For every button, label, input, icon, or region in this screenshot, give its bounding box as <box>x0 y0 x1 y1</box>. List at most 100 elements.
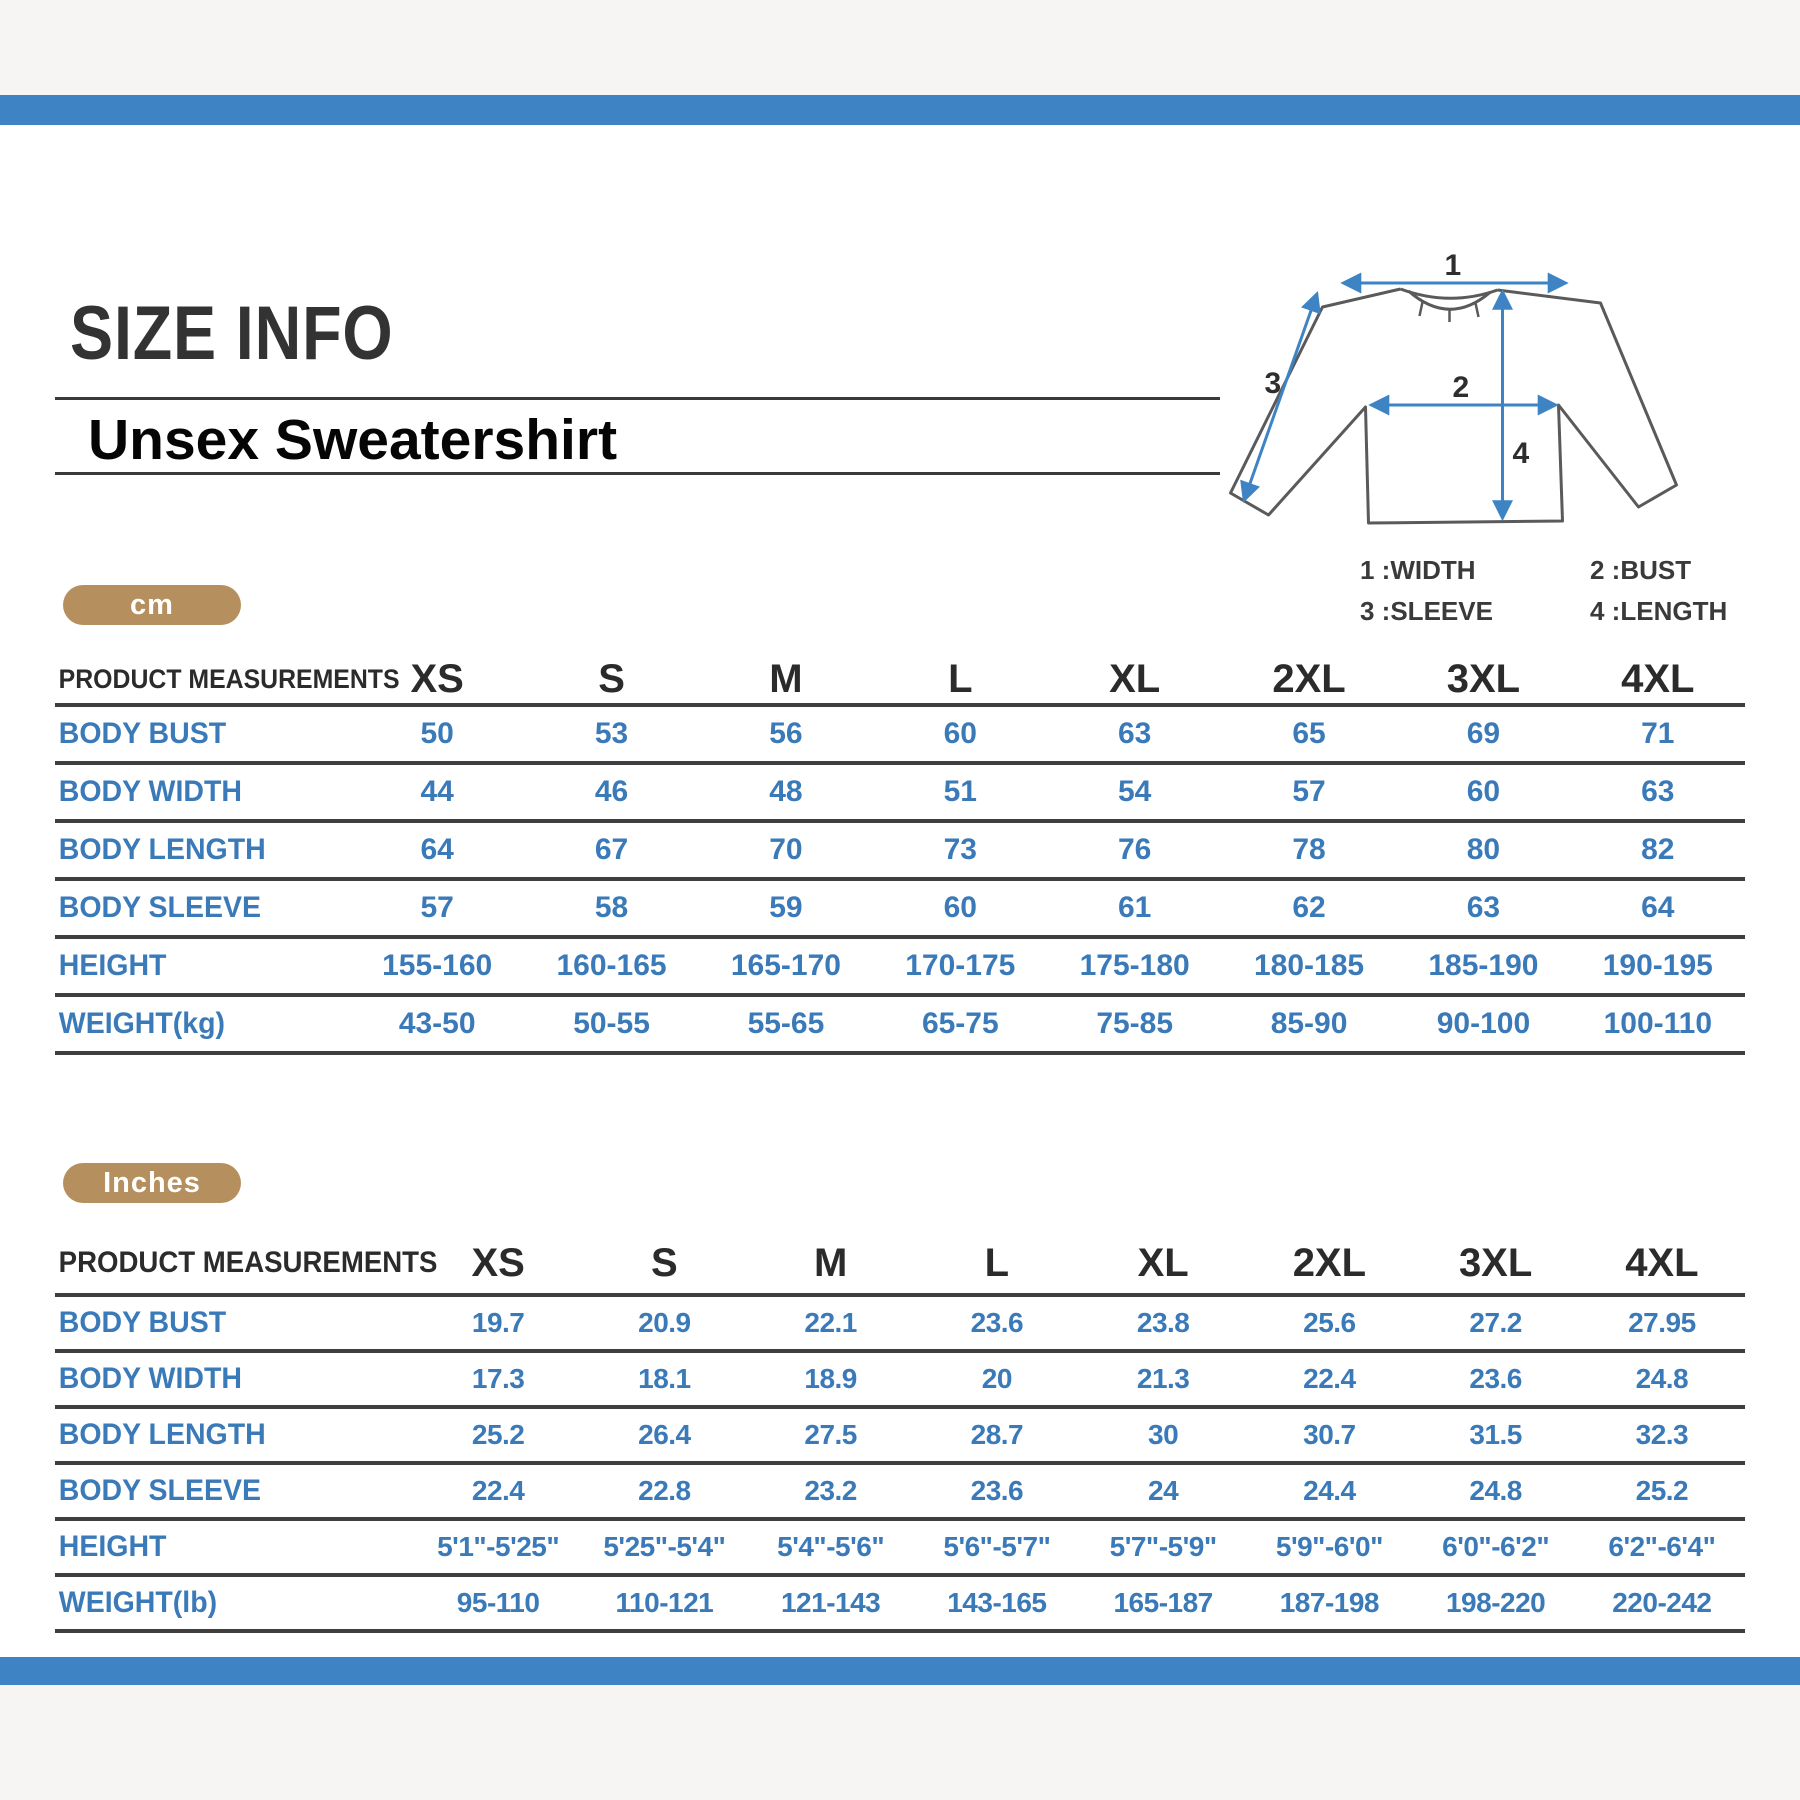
legend-item-sleeve: 3 :SLEEVE <box>1360 596 1493 626</box>
size-column-header: M <box>769 656 803 701</box>
value-cell: 26.4 <box>638 1419 691 1450</box>
size-column-header: L <box>984 1240 1010 1285</box>
value-cell: 32.3 <box>1635 1419 1689 1450</box>
value-cell: 71 <box>1641 717 1675 750</box>
table-header-row: PRODUCT MEASUREMENTS XS S M L XL 2XL 3XL 4XL <box>55 1233 1745 1297</box>
value-cell: 25.2 <box>1635 1475 1689 1506</box>
value-cell: 23.8 <box>1136 1307 1190 1338</box>
row-label: BODY SLEEVE <box>58 1474 262 1507</box>
sweatshirt-measurement-diagram: 1 2 3 4 1 :WIDTH 2 :BUST 3 :SLEEVE 4 :LE… <box>1165 253 1785 643</box>
size-column-header: 3XL <box>1446 656 1521 701</box>
table-row: BODY LENGTH 25.2 26.4 27.5 28.7 30 30.7 31.5 32.… <box>55 1409 1745 1465</box>
value-cell: 30.7 <box>1303 1419 1356 1450</box>
value-cell: 43-50 <box>398 1007 476 1040</box>
value-cell: 24 <box>1148 1475 1179 1506</box>
value-cell: 19.7 <box>471 1307 525 1338</box>
size-column-header: XL <box>1109 656 1161 701</box>
value-cell: 73 <box>943 833 977 866</box>
value-cell: 180-185 <box>1254 949 1365 982</box>
value-cell: 6'0"-6'2" <box>1442 1531 1550 1562</box>
value-cell: 165-170 <box>730 949 841 982</box>
title-divider <box>55 397 1220 400</box>
svg-text:1: 1 <box>1445 253 1462 282</box>
value-cell: 63 <box>1641 775 1675 808</box>
value-cell: 185-190 <box>1428 949 1539 982</box>
size-table-cm: cm PRODUCT MEASUREMENTS XS S M L XL 2XL 3XL 4XL BO… <box>55 585 1745 1055</box>
value-cell: 22.8 <box>638 1475 691 1506</box>
value-cell: 56 <box>769 717 803 750</box>
table-row: BODY LENGTH 64 67 70 73 76 78 80 82 <box>55 823 1745 881</box>
value-cell: 50 <box>420 717 454 750</box>
legend-item-bust: 2 :BUST <box>1590 555 1692 585</box>
value-cell: 121-143 <box>780 1587 881 1618</box>
size-column-header: 4XL <box>1625 1240 1699 1285</box>
value-cell: 48 <box>769 775 803 808</box>
value-cell: 5'1"-5'25" <box>437 1531 560 1562</box>
table-header-row: PRODUCT MEASUREMENTS XS S M L XL 2XL 3XL 4XL <box>55 655 1745 707</box>
subtitle-divider <box>55 472 1220 475</box>
value-cell: 53 <box>594 717 629 750</box>
content-panel: SIZE INFO Unsex Sweatershirt 1 2 3 <box>0 125 1800 1657</box>
svg-text:2: 2 <box>1453 371 1470 404</box>
value-cell: 65 <box>1292 717 1326 750</box>
row-label: WEIGHT(lb) <box>58 1586 218 1619</box>
value-cell: 22.1 <box>804 1307 857 1338</box>
value-cell: 57 <box>420 891 454 924</box>
size-column-header: M <box>813 1240 848 1285</box>
value-cell: 25.2 <box>471 1419 525 1450</box>
value-cell: 5'6"-5'7" <box>943 1531 1051 1562</box>
value-cell: 67 <box>594 833 629 866</box>
value-cell: 85-90 <box>1270 1007 1348 1040</box>
value-cell: 23.6 <box>1469 1363 1522 1394</box>
bottom-blue-bar <box>0 1657 1800 1685</box>
value-cell: 23.2 <box>804 1475 857 1506</box>
value-cell: 55-65 <box>747 1007 825 1040</box>
value-cell: 22.4 <box>1303 1363 1356 1394</box>
value-cell: 95-110 <box>456 1587 540 1618</box>
value-cell: 24.8 <box>1469 1475 1522 1506</box>
legend-item-width: 1 :WIDTH <box>1360 555 1476 585</box>
value-cell: 5'9"-6'0" <box>1275 1531 1383 1562</box>
value-cell: 63 <box>1118 717 1152 750</box>
row-label: BODY WIDTH <box>58 775 242 808</box>
value-cell: 143-165 <box>947 1587 1047 1618</box>
value-cell: 27.95 <box>1628 1307 1696 1338</box>
value-cell: 82 <box>1641 833 1675 866</box>
size-column-header: 4XL <box>1621 656 1695 701</box>
value-cell: 100-110 <box>1603 1007 1713 1040</box>
table-row: HEIGHT 5'1"-5'25" 5'25"-5'4" 5'4"-5'6" 5'6"-… <box>55 1521 1745 1577</box>
size-column-header: XL <box>1137 1240 1189 1285</box>
value-cell: 65-75 <box>921 1007 999 1040</box>
top-blue-bar <box>0 95 1800 125</box>
value-cell: 187-198 <box>1279 1587 1380 1618</box>
value-cell: 27.5 <box>804 1419 857 1450</box>
value-cell: 24.4 <box>1303 1475 1356 1506</box>
row-label: BODY BUST <box>58 717 227 750</box>
value-cell: 160-165 <box>556 949 667 982</box>
value-cell: 57 <box>1292 775 1326 808</box>
size-column-header: S <box>651 1240 678 1285</box>
row-label: BODY SLEEVE <box>58 891 262 924</box>
size-table-inches: Inches PRODUCT MEASUREMENTS XS S M L XL 2XL 3XL 4… <box>55 1163 1745 1633</box>
unit-badge-inches: Inches <box>63 1163 241 1203</box>
table-row: WEIGHT(kg) 43-50 50-55 55-65 65-75 75-85 85-90… <box>55 997 1745 1055</box>
size-column-header: L <box>948 656 973 701</box>
value-cell: 70 <box>769 833 803 866</box>
product-name: Unsex Sweatershirt <box>88 408 618 472</box>
value-cell: 20.9 <box>638 1307 691 1338</box>
value-cell: 31.5 <box>1469 1419 1522 1450</box>
size-column-header: 2XL <box>1272 656 1346 701</box>
value-cell: 30 <box>1148 1419 1179 1450</box>
value-cell: 60 <box>1466 775 1501 808</box>
value-cell: 46 <box>594 775 629 808</box>
table-row: BODY BUST 19.7 20.9 22.1 23.6 23.8 25.6 27.2 27.… <box>55 1297 1745 1353</box>
value-cell: 5'4"-5'6" <box>777 1531 885 1562</box>
value-cell: 59 <box>769 891 803 924</box>
value-cell: 60 <box>943 717 977 750</box>
size-column-header: 3XL <box>1458 1240 1533 1285</box>
value-cell: 25.6 <box>1303 1307 1356 1338</box>
page-title: SIZE INFO <box>70 291 394 376</box>
value-cell: 78 <box>1292 833 1326 866</box>
value-cell: 18.1 <box>638 1363 691 1394</box>
table-row: WEIGHT(lb) 95-110 110-121 121-143 143-165 165… <box>55 1577 1745 1633</box>
